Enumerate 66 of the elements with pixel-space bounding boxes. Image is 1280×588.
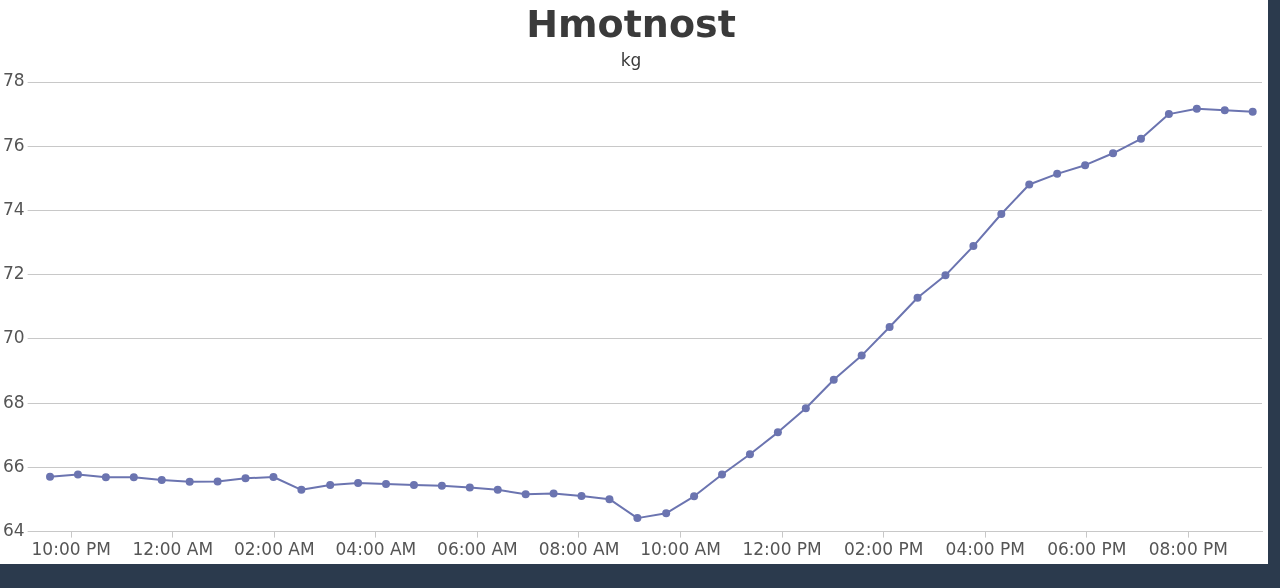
x-tick-label: 10:00 PM: [31, 539, 111, 560]
y-tick-label: 70: [2, 327, 25, 348]
point: [521, 490, 530, 499]
point: [241, 474, 250, 483]
x-tick-label: 06:00 AM: [437, 539, 518, 560]
point: [857, 351, 866, 360]
point: [941, 271, 950, 280]
y-tick-label: 68: [2, 391, 25, 412]
x-tick-label: 04:00 AM: [335, 539, 417, 560]
chart-subtitle: kg: [620, 50, 642, 71]
x-tick-label: 08:00 PM: [1148, 539, 1229, 560]
point: [1025, 180, 1034, 189]
point: [493, 485, 502, 494]
point: [801, 404, 810, 413]
point: [1081, 161, 1090, 170]
point: [297, 485, 306, 494]
point: [718, 470, 727, 479]
point: [1053, 169, 1062, 178]
x-tick-label: 04:00 PM: [945, 539, 1025, 560]
point: [46, 472, 55, 481]
x-tick-label: 12:00 PM: [742, 539, 822, 560]
y-tick-label: 74: [2, 198, 25, 219]
point: [326, 481, 335, 490]
point: [101, 473, 110, 482]
point: [409, 481, 418, 490]
point: [73, 470, 82, 479]
point: [382, 480, 391, 489]
y-tick-label: 72: [2, 263, 25, 284]
y-tick-label: 66: [2, 455, 25, 476]
point: [157, 475, 166, 484]
point: [1164, 110, 1173, 119]
point: [354, 479, 363, 488]
point: [549, 489, 558, 498]
point: [1248, 107, 1257, 116]
point: [773, 428, 782, 437]
y-tick-label: 64: [2, 520, 25, 541]
x-tick-label: 02:00 AM: [233, 539, 315, 560]
point: [129, 473, 138, 482]
point: [829, 375, 838, 384]
point: [1192, 104, 1201, 113]
point: [465, 483, 474, 492]
point: [605, 495, 614, 504]
point: [577, 491, 586, 500]
x-tick-label: 10:00 AM: [640, 539, 721, 560]
x-tick-label: 08:00 AM: [538, 539, 620, 560]
y-tick-label: 76: [2, 134, 25, 155]
point: [185, 477, 194, 486]
point: [269, 473, 278, 482]
point: [997, 209, 1006, 218]
point: [885, 323, 894, 332]
point: [633, 514, 642, 523]
point: [1136, 134, 1145, 143]
point: [690, 492, 699, 501]
point: [213, 477, 222, 486]
chart-title: Hmotnost: [526, 1, 736, 46]
point: [969, 242, 978, 251]
x-tick-label: 12:00 AM: [132, 539, 214, 560]
point: [662, 509, 671, 518]
point: [1220, 106, 1229, 115]
x-tick-label: 02:00 PM: [844, 539, 924, 560]
x-tick-label: 06:00 PM: [1047, 539, 1127, 560]
point: [1109, 149, 1118, 158]
y-tick-label: 78: [2, 70, 25, 91]
point: [913, 293, 922, 302]
point: [745, 450, 754, 459]
point: [437, 481, 446, 490]
